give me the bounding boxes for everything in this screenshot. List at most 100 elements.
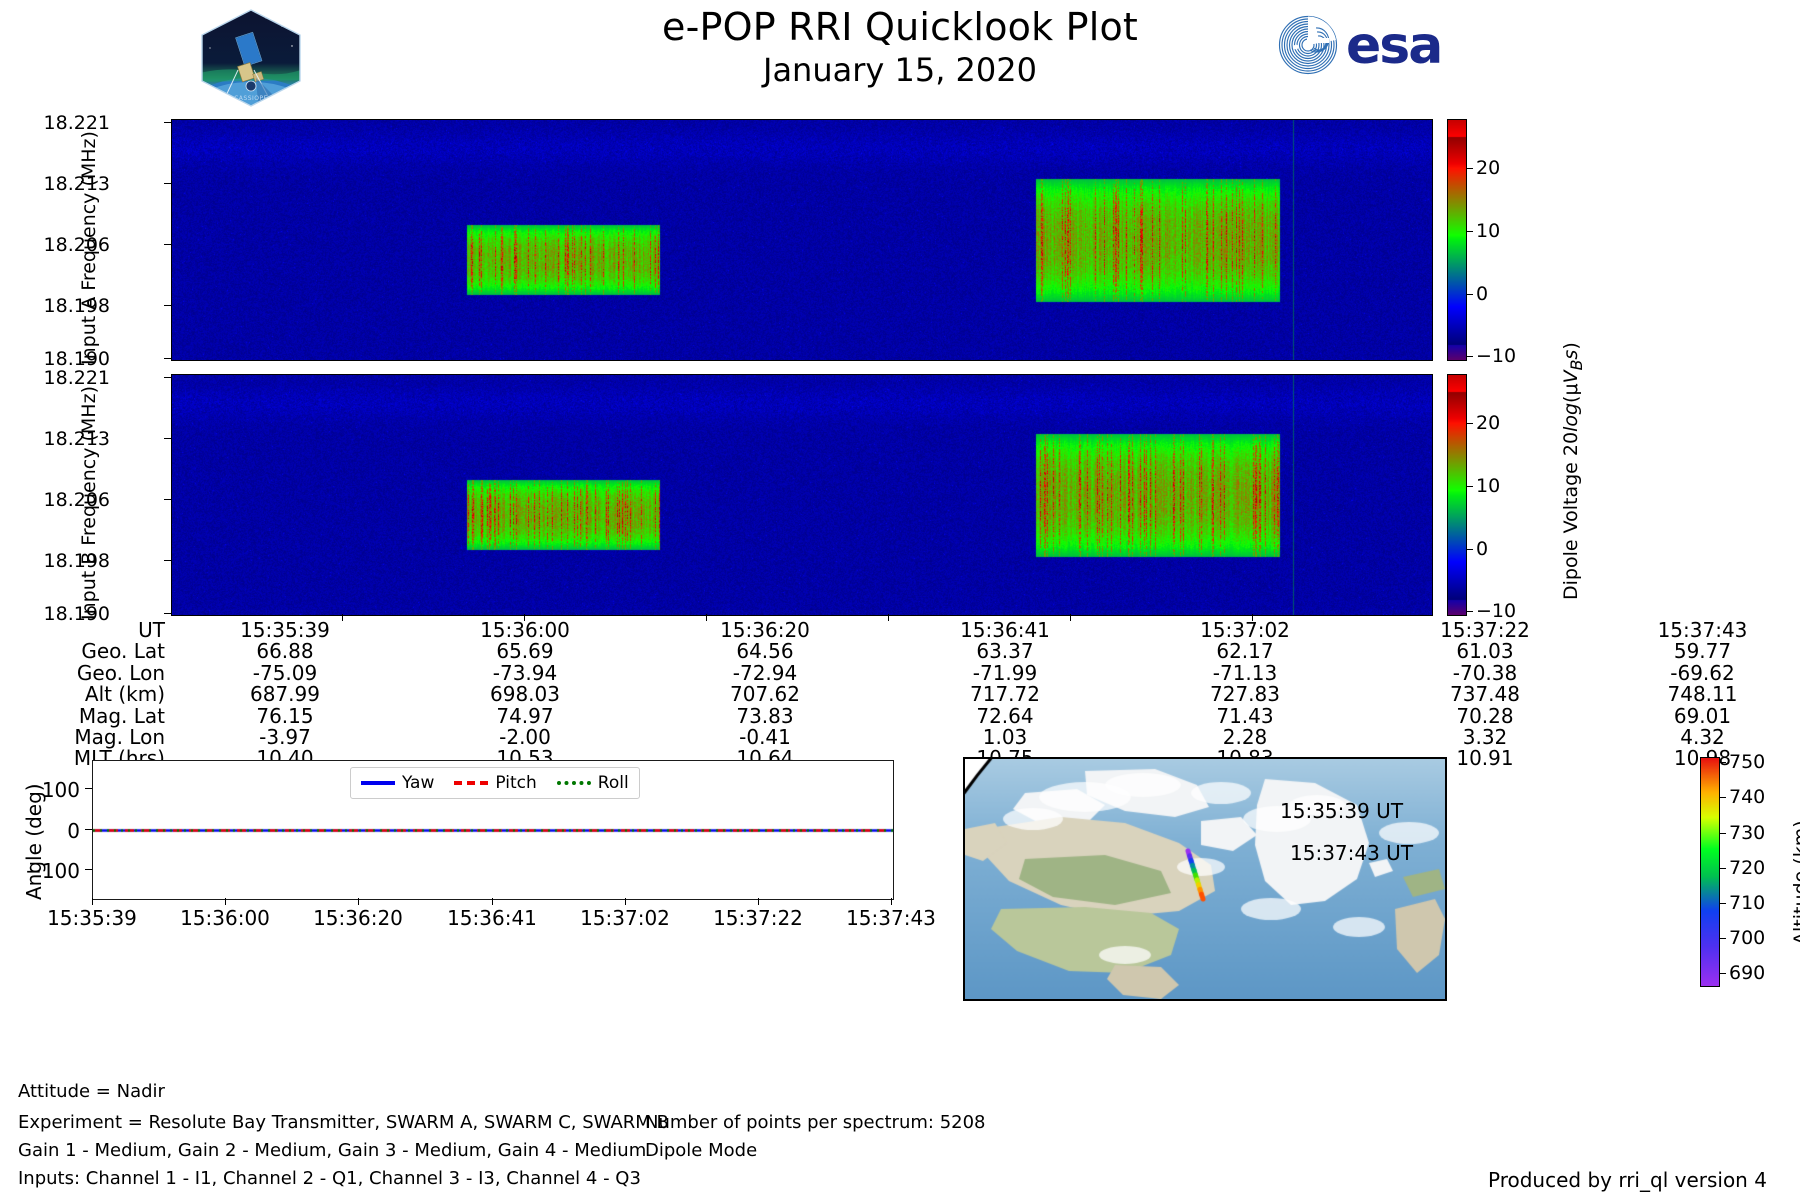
footer-gains: Gain 1 - Medium, Gain 2 - Medium, Gain 3… xyxy=(18,1140,646,1161)
table-cell: 74.97 xyxy=(405,706,645,727)
legend-item-roll: Roll xyxy=(557,773,629,793)
panel-a-ytick-0: 18.221 xyxy=(0,112,110,134)
legend-label-pitch: Pitch xyxy=(495,773,536,793)
table-cell: 698.03 xyxy=(405,684,645,705)
attitude-xtick-6: 15:37:43 xyxy=(826,906,956,930)
legend-label-roll: Roll xyxy=(598,773,629,793)
table-cell: 687.99 xyxy=(165,684,405,705)
table-cell: 73.83 xyxy=(645,706,885,727)
colorbar-b-tick-2: 0 xyxy=(1476,538,1488,560)
table-cell: -3.97 xyxy=(165,727,405,748)
table-cell: 15:37:22 xyxy=(1365,620,1605,641)
svg-text:CASSIOPE: CASSIOPE xyxy=(234,95,268,102)
table-cell: 707.62 xyxy=(645,684,885,705)
colorbar-a-tick-3: −10 xyxy=(1476,345,1516,367)
attitude-xtick-1: 15:36:00 xyxy=(160,906,290,930)
attitude-legend: Yaw Pitch Roll xyxy=(350,767,640,799)
ground-track-map: 15:35:39 UT 15:37:43 UT xyxy=(963,757,1447,1001)
table-cell: -70.38 xyxy=(1365,663,1605,684)
colorbar-voltage-label-text: Dipole Voltage 20log(μVBs) xyxy=(1560,342,1582,600)
esa-wordmark: esa xyxy=(1346,16,1441,76)
table-cell: -75.09 xyxy=(165,663,405,684)
table-cell: 15:36:20 xyxy=(645,620,885,641)
table-cell: -69.62 xyxy=(1605,663,1800,684)
attitude-ytick-0: 100 xyxy=(0,778,80,802)
attitude-xtick-3: 15:36:41 xyxy=(427,906,557,930)
table-cell: 15:35:39 xyxy=(165,620,405,641)
table-row-label: Alt (km) xyxy=(0,684,165,705)
table-row-label: UT xyxy=(0,620,165,641)
table-cell: 3.32 xyxy=(1365,727,1605,748)
table-cell: 63.37 xyxy=(885,641,1125,662)
table-cell: 748.11 xyxy=(1605,684,1800,705)
attitude-xtick-5: 15:37:22 xyxy=(693,906,823,930)
table-cell: -73.94 xyxy=(405,663,645,684)
colorbar-a-tick-0: 20 xyxy=(1476,157,1500,179)
table-cell: 717.72 xyxy=(885,684,1125,705)
table-cell: 15:37:02 xyxy=(1125,620,1365,641)
table-row: Geo. Lat 66.88 65.69 64.56 63.37 62.17 61.03 59… xyxy=(0,641,1800,662)
panel-b-ytick-3: 18.198 xyxy=(0,550,110,572)
table-row: Alt (km) 687.99 698.03 707.62 717.72 727.83 73… xyxy=(0,684,1800,705)
colorbar-voltage-label: Dipole Voltage 20log(μVBs) xyxy=(1560,342,1586,600)
attitude-xtick-4: 15:37:02 xyxy=(560,906,690,930)
table-row-label: Geo. Lon xyxy=(0,663,165,684)
table-cell: 61.03 xyxy=(1365,641,1605,662)
colorbar-a-tick-2: 0 xyxy=(1476,283,1488,305)
table-cell: 727.83 xyxy=(1125,684,1365,705)
legend-item-pitch: Pitch xyxy=(454,773,536,793)
footer-inputs: Inputs: Channel 1 - I1, Channel 2 - Q1, … xyxy=(18,1168,641,1189)
page-title: e-POP RRI Quicklook Plot xyxy=(400,4,1400,50)
panel-b-ytick-0: 18.221 xyxy=(0,367,110,389)
colorbar-b-tick-0: 20 xyxy=(1476,412,1500,434)
table-row-label: Geo. Lat xyxy=(0,641,165,662)
footer-npoints: Number of points per spectrum: 5208 xyxy=(645,1112,986,1133)
panel-b-ytick-2: 18.206 xyxy=(0,489,110,511)
panel-a-ytick-2: 18.206 xyxy=(0,234,110,256)
table-cell: 15:36:00 xyxy=(405,620,645,641)
table-cell: 59.77 xyxy=(1605,641,1800,662)
attitude-ytick-2: −100 xyxy=(0,859,80,883)
table-cell: 66.88 xyxy=(165,641,405,662)
colorbar-alt-tick-0: 750 xyxy=(1729,751,1765,773)
colorbar-alt-tick-1: 740 xyxy=(1729,786,1765,808)
table-cell: 76.15 xyxy=(165,706,405,727)
table-cell: 1.03 xyxy=(885,727,1125,748)
map-end-label: 15:37:43 UT xyxy=(1290,841,1413,865)
table-row: UT 15:35:39 15:36:00 15:36:20 15:36:41 15:37:… xyxy=(0,620,1800,641)
colorbar-altitude-gradient xyxy=(1700,757,1720,987)
table-cell: -0.41 xyxy=(645,727,885,748)
page-header: CASSIOPE e-POP RRI Quicklook Plot Januar… xyxy=(0,0,1800,110)
colorbar-alt-tick-5: 700 xyxy=(1729,927,1765,949)
table-cell: 4.32 xyxy=(1605,727,1800,748)
table-row: Geo. Lon -75.09 -73.94 -72.94 -71.99 -71.13 -7… xyxy=(0,663,1800,684)
footer-attitude: Attitude = Nadir xyxy=(18,1081,165,1102)
spectrogram-b-image xyxy=(171,374,1433,616)
colorbar-b-tick-1: 10 xyxy=(1476,475,1500,497)
legend-swatch-roll xyxy=(557,781,591,785)
title-block: e-POP RRI Quicklook Plot January 15, 202… xyxy=(400,4,1400,90)
legend-swatch-pitch xyxy=(454,781,488,785)
table-cell: 15:37:43 xyxy=(1605,620,1800,641)
table-cell: -2.00 xyxy=(405,727,645,748)
legend-item-yaw: Yaw xyxy=(361,773,434,793)
produced-by-label: Produced by rri_ql version 4 xyxy=(1488,1168,1767,1192)
colorbar-a-tick-1: 10 xyxy=(1476,220,1500,242)
table-cell: 737.48 xyxy=(1365,684,1605,705)
ephemeris-table: UT 15:35:39 15:36:00 15:36:20 15:36:41 15:37:… xyxy=(0,620,1800,770)
colorbar-alt-tick-2: 730 xyxy=(1729,822,1765,844)
legend-swatch-yaw xyxy=(361,781,395,785)
table-cell: 71.43 xyxy=(1125,706,1365,727)
colorbar-alt-tick-3: 720 xyxy=(1729,857,1765,879)
table-row-label: Mag. Lon xyxy=(0,727,165,748)
table-row: Mag. Lon -3.97 -2.00 -0.41 1.03 2.28 3.32 4.32 xyxy=(0,727,1800,748)
table-cell: 62.17 xyxy=(1125,641,1365,662)
panel-a-ytick-1: 18.213 xyxy=(0,173,110,195)
table-cell: 69.01 xyxy=(1605,706,1800,727)
colorbar-b-gradient xyxy=(1447,374,1467,616)
table-row-label: Mag. Lat xyxy=(0,706,165,727)
colorbar-alt-tick-4: 710 xyxy=(1729,892,1765,914)
table-cell: -71.13 xyxy=(1125,663,1365,684)
map-start-label: 15:35:39 UT xyxy=(1280,799,1403,823)
colorbar-alt-tick-6: 690 xyxy=(1729,962,1765,984)
